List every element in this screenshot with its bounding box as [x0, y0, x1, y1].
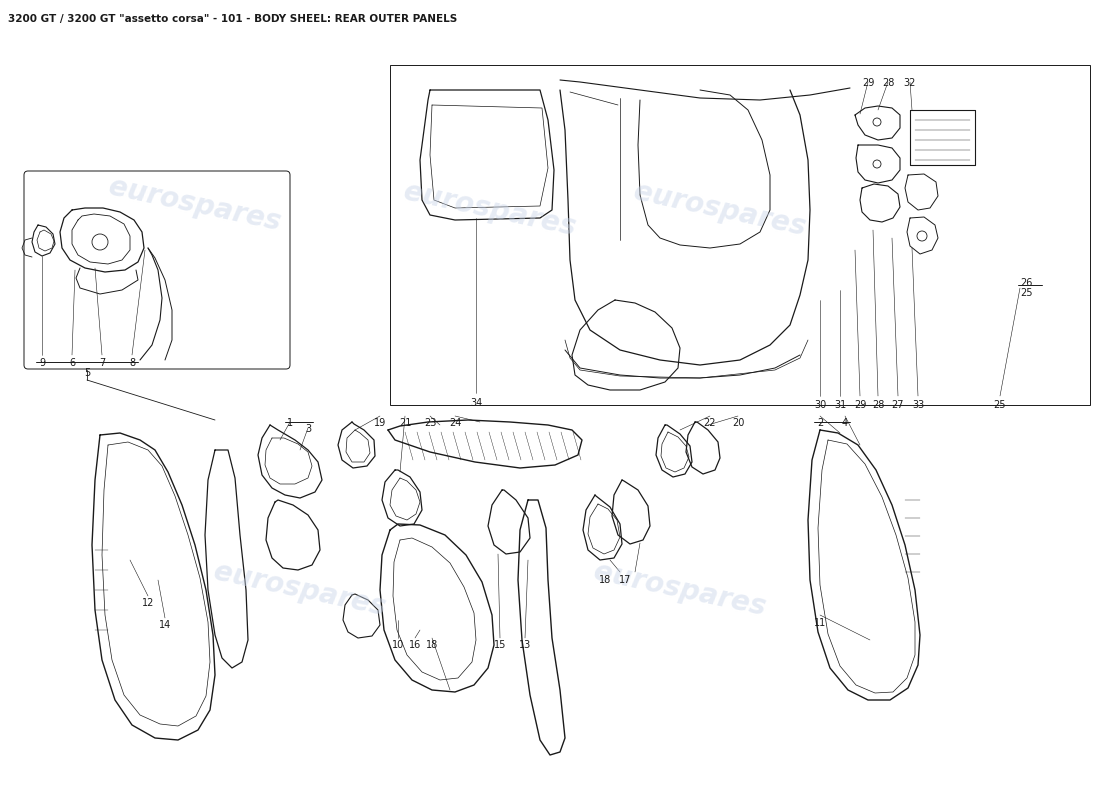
Text: eurospares: eurospares — [592, 558, 769, 622]
Text: 17: 17 — [619, 575, 631, 585]
Text: 28: 28 — [882, 78, 894, 88]
Text: 3200 GT / 3200 GT "assetto corsa" - 101 - BODY SHEEL: REAR OUTER PANELS: 3200 GT / 3200 GT "assetto corsa" - 101 … — [8, 14, 458, 24]
Text: 7: 7 — [99, 358, 106, 368]
Text: 30: 30 — [814, 400, 826, 410]
Text: eurospares: eurospares — [631, 178, 808, 242]
Text: 10: 10 — [392, 640, 404, 650]
Text: 25: 25 — [993, 400, 1007, 410]
Text: 31: 31 — [834, 400, 846, 410]
FancyBboxPatch shape — [24, 171, 290, 369]
Text: 14: 14 — [158, 620, 172, 630]
Text: eurospares: eurospares — [402, 178, 579, 242]
Text: 18: 18 — [598, 575, 612, 585]
Text: 21: 21 — [399, 418, 411, 428]
Text: 11: 11 — [814, 618, 826, 628]
Text: 25: 25 — [1020, 288, 1033, 298]
Text: 8: 8 — [129, 358, 135, 368]
Text: 34: 34 — [470, 398, 482, 408]
Text: 1: 1 — [287, 418, 293, 428]
Text: 22: 22 — [704, 418, 716, 428]
Text: 26: 26 — [1020, 278, 1033, 288]
Bar — [390, 65, 1090, 405]
Text: eurospares: eurospares — [211, 558, 388, 622]
Text: 3: 3 — [305, 424, 311, 434]
Text: 27: 27 — [892, 400, 904, 410]
Text: 15: 15 — [494, 640, 506, 650]
Text: 16: 16 — [409, 640, 421, 650]
Text: 5: 5 — [84, 368, 90, 378]
Text: 20: 20 — [732, 418, 745, 428]
Text: 6: 6 — [69, 358, 75, 368]
Text: 24: 24 — [449, 418, 461, 428]
Text: 4: 4 — [842, 418, 848, 428]
Text: eurospares: eurospares — [107, 173, 284, 237]
Text: 23: 23 — [424, 418, 437, 428]
Text: 13: 13 — [519, 640, 531, 650]
Text: 12: 12 — [142, 598, 154, 608]
Text: 28: 28 — [872, 400, 884, 410]
Text: 19: 19 — [374, 418, 386, 428]
Text: 32: 32 — [904, 78, 916, 88]
Text: 9: 9 — [39, 358, 45, 368]
Text: 29: 29 — [854, 400, 866, 410]
Text: 33: 33 — [912, 400, 924, 410]
Text: 18: 18 — [426, 640, 438, 650]
Text: 2: 2 — [817, 418, 823, 428]
Text: 29: 29 — [861, 78, 875, 88]
